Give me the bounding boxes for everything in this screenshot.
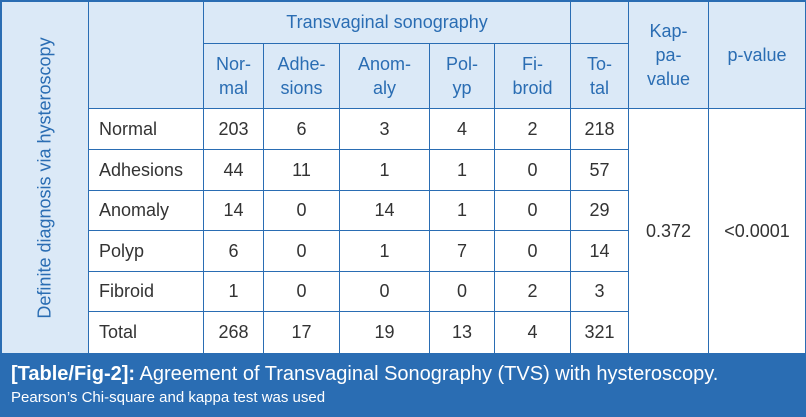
table-cell: 1	[429, 190, 495, 231]
table-cell: 6	[203, 230, 264, 272]
total-cell: 4	[493, 311, 572, 354]
table-cell: 1	[339, 230, 430, 272]
table-cell: 2	[493, 108, 572, 150]
row-label: Adhesions	[88, 149, 204, 191]
side-label: Definite diagnosis via hysteroscopy	[34, 36, 55, 319]
caption-title: Agreement of Transvaginal Sonography (TV…	[139, 363, 719, 385]
table-cell: 1	[203, 271, 264, 312]
col-header-polyp: Pol- yp	[429, 43, 495, 109]
blank-header-cell	[570, 1, 630, 44]
table-cell: 0	[493, 190, 572, 231]
table-cell: 6	[263, 108, 340, 150]
row-label: Polyp	[88, 230, 204, 272]
figure-caption: [Table/Fig-2]: Agreement of Transvaginal…	[1, 353, 805, 416]
table-cell: 0	[263, 271, 340, 312]
col-header-normal: Nor- mal	[203, 43, 264, 109]
caption-note: Pearson’s Chi-square and kappa test was …	[11, 389, 326, 406]
table-cell: 29	[570, 190, 630, 231]
kappa-header: Kap- pa- value	[628, 1, 710, 109]
col-header-total: To- tal	[570, 43, 630, 109]
row-label: Anomaly	[88, 190, 204, 231]
total-cell: 321	[570, 311, 630, 354]
table-cell: 0	[493, 149, 572, 191]
row-label: Fibroid	[88, 271, 204, 312]
pvalue-header: p-value	[708, 1, 806, 109]
caption-tag: [Table/Fig-2]:	[11, 363, 136, 385]
table-cell: 4	[429, 108, 495, 150]
table-cell: 57	[570, 149, 630, 191]
table-cell: 14	[339, 190, 430, 231]
group-header: Transvaginal sonography	[202, 1, 572, 44]
table-cell: 203	[203, 108, 264, 150]
col-header-fibroid: Fi- broid	[493, 43, 572, 109]
table-cell: 0	[263, 190, 340, 231]
table-cell: 218	[570, 108, 630, 150]
col-header-adhesions: Adhe- sions	[263, 43, 340, 109]
table-cell: 3	[570, 271, 630, 312]
table-cell: 2	[493, 271, 572, 312]
total-cell: 13	[429, 311, 495, 354]
table-cell: 1	[429, 149, 495, 191]
table-cell: 7	[429, 230, 495, 272]
row-label-total: Total	[88, 311, 204, 354]
total-cell: 268	[203, 311, 264, 354]
table-cell: 14	[570, 230, 630, 272]
p-value: <0.0001	[708, 108, 806, 354]
col-header-anomaly: Anom- aly	[339, 43, 430, 109]
table-cell: 0	[263, 230, 340, 272]
table-cell: 14	[203, 190, 264, 231]
corner-cell	[88, 1, 204, 109]
table-cell: 0	[339, 271, 430, 312]
row-label: Normal	[88, 108, 204, 150]
table-cell: 1	[339, 149, 430, 191]
side-label-cell: Definite diagnosis via hysteroscopy	[1, 1, 89, 354]
table-cell: 3	[339, 108, 430, 150]
agreement-table: Definite diagnosis via hysteroscopy Tran…	[1, 1, 806, 354]
total-cell: 19	[339, 311, 430, 354]
table-cell: 0	[493, 230, 572, 272]
table-cell: 44	[203, 149, 264, 191]
kappa-value: 0.372	[628, 108, 710, 354]
total-cell: 17	[263, 311, 340, 354]
table-cell: 0	[429, 271, 495, 312]
table-cell: 11	[263, 149, 340, 191]
